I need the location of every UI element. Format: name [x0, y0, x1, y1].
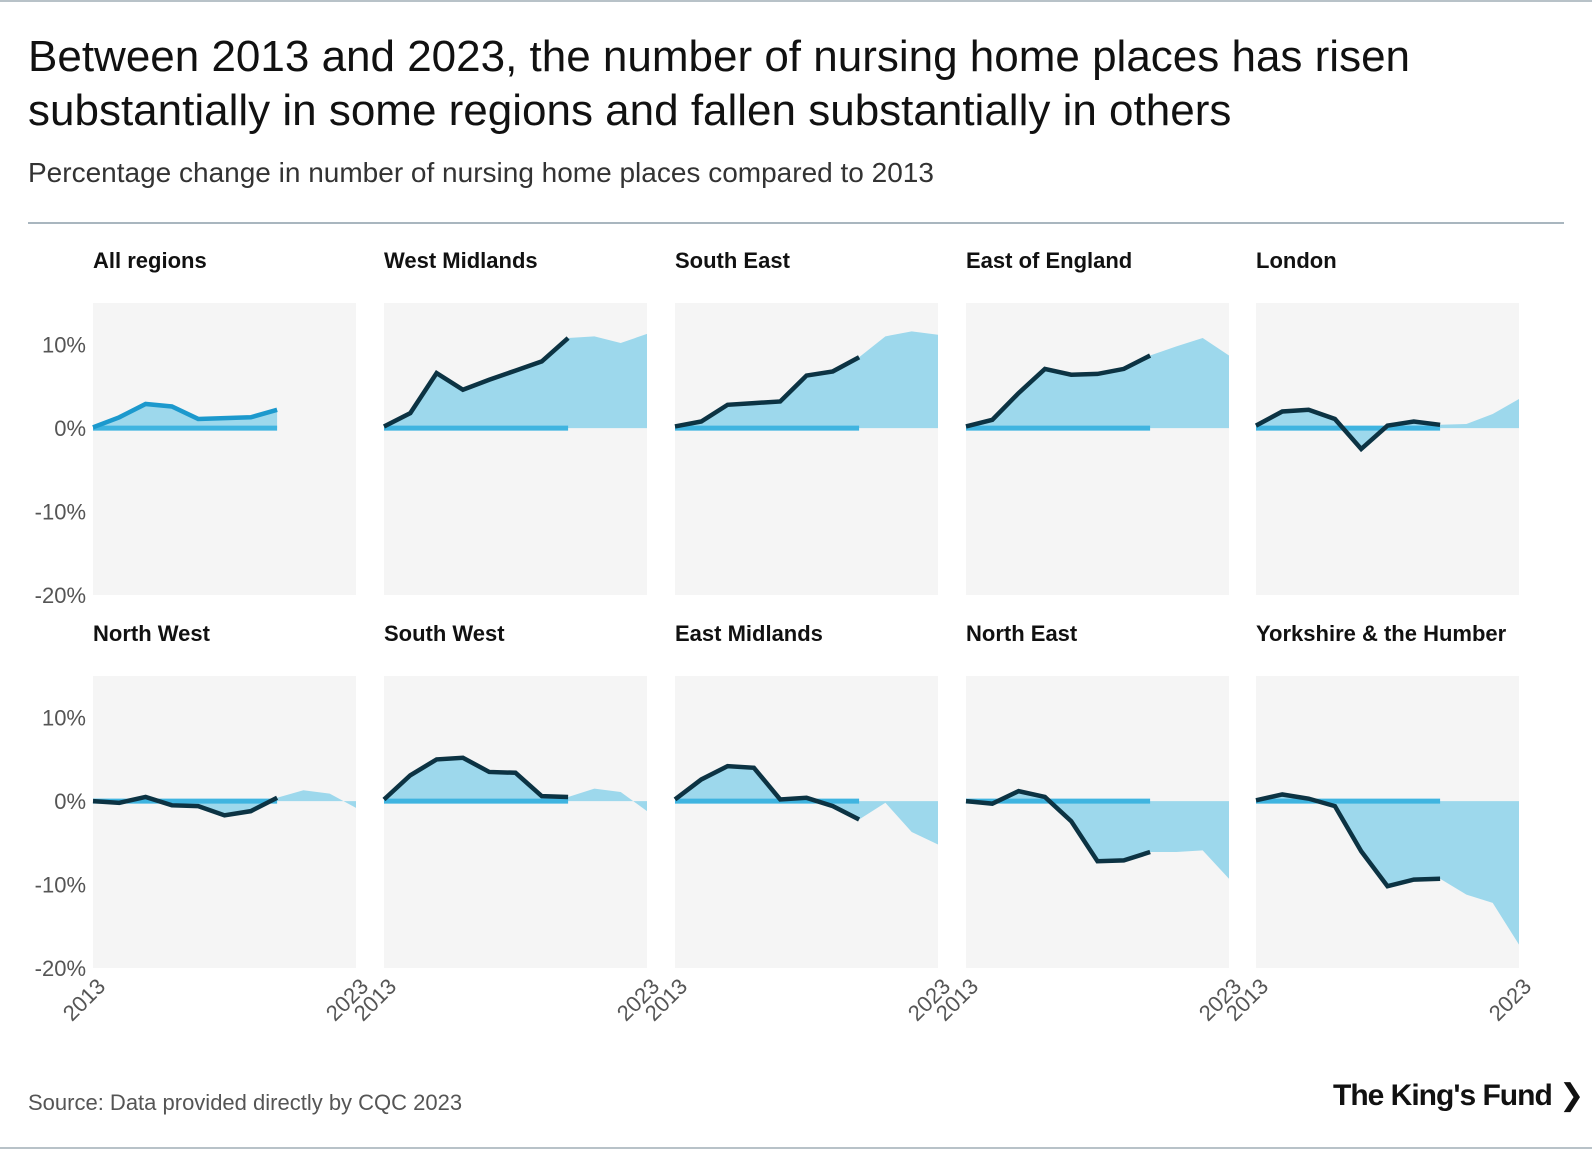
- bottom-border: [0, 1147, 1592, 1149]
- line-east-midlands: [673, 763, 861, 822]
- panel-title: East Midlands: [675, 621, 823, 646]
- chart-subtitle: Percentage change in number of nursing h…: [28, 157, 934, 188]
- panel-background: [93, 676, 356, 968]
- panel-background: [675, 676, 938, 968]
- chevron-right-icon: ❯: [1551, 1079, 1584, 1112]
- y-tick-label: 0%: [54, 416, 86, 441]
- panel-background: [1256, 303, 1519, 595]
- line-north-west: [92, 794, 279, 818]
- panel-title: West Midlands: [384, 248, 538, 273]
- line-yorkshire-and-the-humber: [1255, 792, 1441, 889]
- panel-title: Yorkshire & the Humber: [1256, 621, 1507, 646]
- panel-west-midlands: West Midlands: [382, 248, 647, 595]
- x-tick-label: 2013: [58, 974, 110, 1026]
- line-south-east: [674, 355, 861, 429]
- area-london: [1256, 398, 1519, 449]
- panel-title: London: [1256, 248, 1337, 273]
- line-south-west: [382, 755, 569, 802]
- logo-text: The King's Fund: [1333, 1079, 1553, 1112]
- area-yorkshire-and-the-humber: [1256, 794, 1519, 945]
- header-divider: [28, 222, 1564, 224]
- panel-title: All regions: [93, 248, 207, 273]
- panel-title: South West: [384, 621, 505, 646]
- area-east-midlands: [675, 766, 938, 845]
- top-border: [0, 0, 1592, 2]
- panel-east-of-england: East of England: [965, 248, 1229, 595]
- y-tick-label: 10%: [42, 333, 86, 358]
- panel-all-regions: All regions 10% 0% -10% -20%: [35, 248, 356, 608]
- line-all-regions: [92, 401, 278, 430]
- line-north-east: [965, 788, 1151, 864]
- y-tick-label: -20%: [35, 583, 86, 608]
- line-london: [1254, 407, 1441, 453]
- y-tick-label: -20%: [35, 956, 86, 981]
- area-west-midlands: [384, 333, 647, 429]
- panel-london: London: [1254, 248, 1519, 595]
- small-multiples-chart: All regions 10% 0% -10% -20% West Midlands Sou…: [35, 248, 1537, 1026]
- panel-south-east: South East: [674, 248, 938, 595]
- chart-title: Between 2013 and 2023, the number of nur…: [28, 32, 1411, 135]
- panel-background: [93, 303, 356, 595]
- line-east-of-england: [965, 353, 1152, 429]
- y-tick-label: -10%: [35, 873, 86, 898]
- y-tick-label: 10%: [42, 706, 86, 731]
- panel-title: North East: [966, 621, 1078, 646]
- y-tick-label: 0%: [54, 789, 86, 814]
- line-west-midlands: [382, 336, 570, 429]
- panel-title: East of England: [966, 248, 1132, 273]
- panel-title: North West: [93, 621, 211, 646]
- area-south-west: [384, 757, 647, 812]
- area-north-east: [966, 791, 1229, 879]
- x-tick-label: 2023: [1484, 974, 1536, 1026]
- panel-title: South East: [675, 248, 791, 273]
- source-note: Source: Data provided directly by CQC 20…: [28, 1090, 463, 1115]
- kings-fund-logo[interactable]: The King's Fund ❯: [1333, 1078, 1584, 1113]
- area-all-regions: [93, 403, 278, 429]
- y-tick-label: -10%: [35, 500, 86, 525]
- area-east-of-england: [966, 338, 1229, 429]
- panel-background: [384, 676, 647, 968]
